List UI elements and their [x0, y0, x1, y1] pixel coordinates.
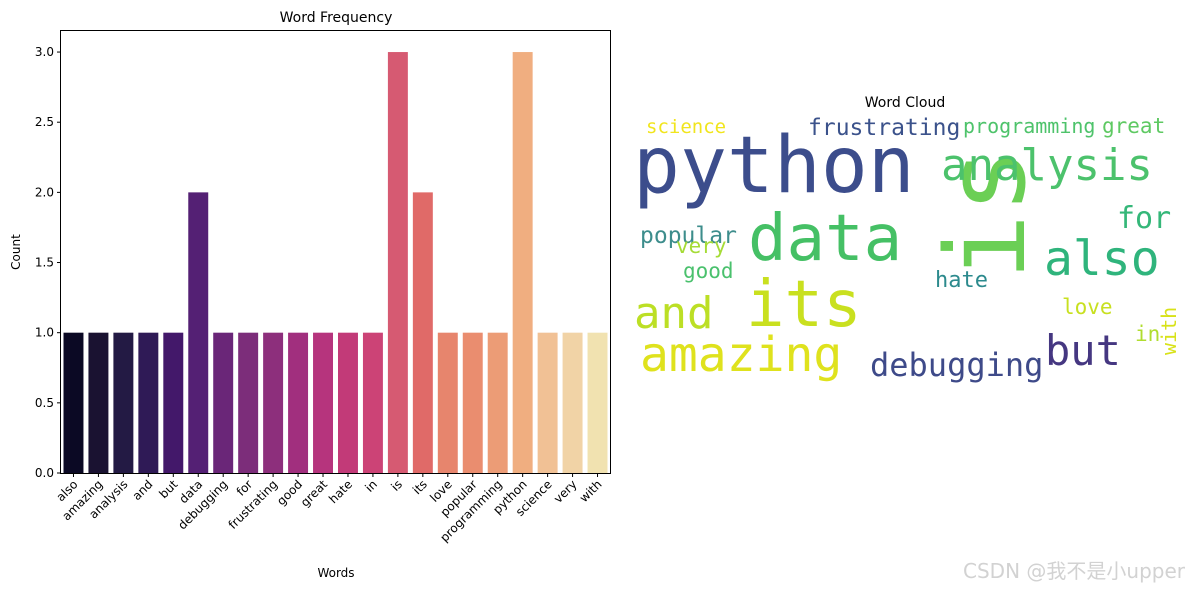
bar-science [537, 332, 558, 473]
bar-very [562, 332, 583, 473]
bar-chart: Word Frequency Count Words 0.0 0.5 1.0 1.5 2… [9, 10, 611, 580]
bar-analysis [113, 332, 134, 473]
word-cloud-word-love: love [1062, 295, 1113, 319]
bar-is [387, 52, 408, 474]
x-axis-label: Words [317, 566, 354, 580]
x-tick-label: very [551, 477, 580, 506]
word-cloud-word-good: good [683, 259, 734, 283]
y-tick-label: 0.0 [35, 466, 54, 480]
bar-chart-title: Word Frequency [280, 10, 393, 26]
x-tick-label: great [298, 477, 331, 510]
word-cloud-word-frustrating: frustrating [808, 115, 960, 141]
bar-for [238, 332, 259, 473]
bar-hate [338, 332, 358, 473]
word-cloud-word-and: and [634, 288, 713, 339]
watermark: CSDN @我不是小upper [963, 559, 1185, 583]
y-tick-label: 1.5 [35, 256, 54, 270]
bar-popular [462, 332, 483, 473]
word-cloud-word-also: also [1044, 231, 1160, 287]
word-cloud-word-popular: popular [640, 223, 737, 249]
x-tick-label: and [130, 477, 156, 503]
bar-good [288, 332, 309, 473]
y-tick-label: 2.0 [35, 185, 54, 199]
word-cloud-word-python: python [633, 121, 915, 211]
word-cloud-word-analysis: analysis [941, 140, 1153, 191]
bar-amazing [88, 332, 109, 473]
bar-love [437, 332, 458, 473]
y-tick-label: 0.5 [35, 396, 54, 410]
word-cloud-word-programming: programming [963, 114, 1095, 138]
y-axis-label: Count [9, 234, 23, 270]
word-cloud-word-with: with [1157, 307, 1181, 355]
y-tick-label: 2.5 [35, 115, 54, 129]
bar-programming [487, 332, 508, 473]
bar-debugging [213, 332, 234, 473]
x-tick-label: with [577, 477, 605, 505]
word-cloud-word-great: great [1102, 114, 1165, 138]
x-tick-label: in [362, 477, 380, 495]
word-cloud-word-debugging: debugging [870, 346, 1043, 384]
word-cloud-word-its: its [746, 268, 862, 342]
bar-data [188, 192, 209, 473]
word-cloud-word-science: science [646, 116, 726, 138]
word-cloud-word-in: in [1135, 322, 1160, 346]
x-tick-label: hate [326, 477, 355, 506]
bar-python [512, 52, 533, 474]
y-tick-label: 3.0 [35, 45, 54, 59]
bar-in [362, 332, 383, 473]
word-cloud-word-for: for [1117, 201, 1171, 236]
word-cloud-title: Word Cloud [865, 95, 945, 111]
plot-frame [60, 30, 611, 474]
bar-its [412, 192, 433, 473]
bar-and [138, 332, 159, 473]
word-cloud-word-but: but [1045, 326, 1121, 375]
bar-with [587, 332, 608, 473]
bar-great [313, 332, 333, 473]
bar-but [163, 332, 184, 473]
word-cloud-word-data: data [748, 202, 902, 276]
bar-frustrating [263, 332, 284, 473]
word-cloud-word-amazing: amazing [640, 327, 842, 383]
word-cloud-word-is: is [922, 148, 1050, 280]
word-cloud-word-very: very [676, 234, 727, 258]
word-cloud-word-hate: hate [935, 268, 988, 293]
bar-also [63, 332, 84, 473]
y-tick-label: 1.0 [35, 326, 54, 340]
x-tick-label: is [388, 477, 405, 494]
